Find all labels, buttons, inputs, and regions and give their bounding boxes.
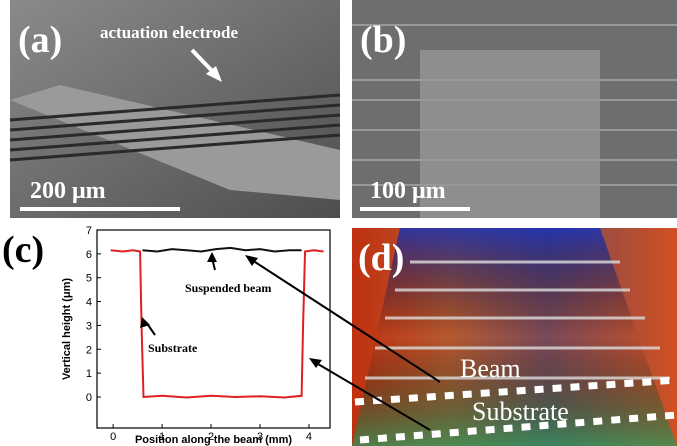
y-axis-label: Vertical height (μm) — [61, 278, 73, 380]
y-tick-label: 6 — [86, 249, 92, 261]
panel-label: (a) — [18, 19, 62, 61]
scale-bar — [20, 207, 180, 211]
panel-label: (b) — [360, 19, 406, 61]
scale-bar-label: 100 μm — [370, 178, 446, 204]
scale-bar-label: 200 μm — [30, 178, 106, 204]
y-tick-label: 0 — [86, 392, 92, 404]
panel-b: (b) 100 μm — [352, 0, 677, 218]
annotation: Beam — [460, 354, 521, 383]
annotation: Substrate — [472, 397, 569, 426]
annotation: actuation electrode — [100, 23, 238, 42]
y-tick-label: 4 — [86, 297, 92, 309]
y-tick-label: 5 — [86, 273, 92, 285]
y-tick-label: 3 — [86, 320, 92, 332]
y-tick-label: 7 — [86, 225, 92, 237]
annotation: Substrate — [148, 341, 198, 355]
scale-bar — [360, 207, 470, 211]
figure: (a) actuation electrode 200 μm (b) 100 μ… — [0, 0, 677, 446]
panel-label: (c) — [2, 229, 44, 271]
x-axis-label: Position along the beam (mm) — [135, 434, 292, 446]
y-tick-label: 2 — [86, 344, 92, 356]
x-tick-label: 0 — [110, 431, 116, 443]
y-tick-label: 1 — [86, 368, 92, 380]
panel-label: (d) — [358, 237, 404, 279]
annotation: Suspended beam — [185, 281, 271, 295]
x-tick-label: 4 — [306, 431, 312, 443]
panel-a: (a) actuation electrode 200 μm — [10, 0, 340, 218]
page: (a) actuation electrode 200 μm (b) 100 μ… — [0, 0, 677, 446]
